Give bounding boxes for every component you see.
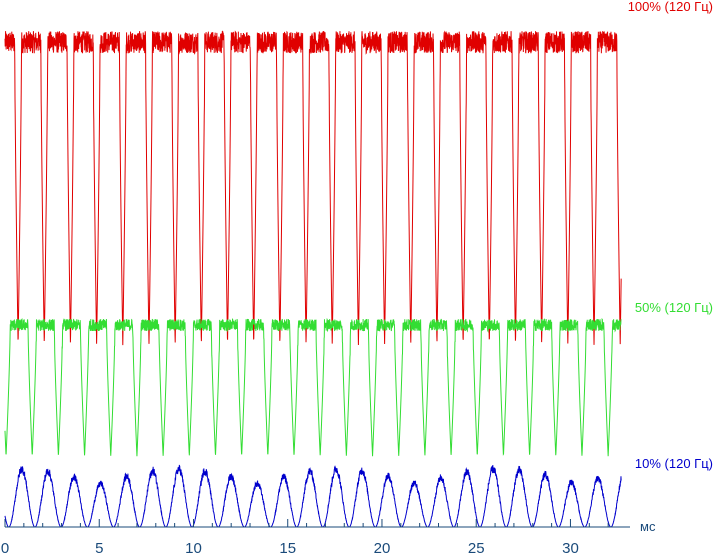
series-group: [4, 30, 622, 528]
x-unit-label: мс: [640, 519, 656, 534]
x-tick-label: 15: [279, 540, 296, 555]
series-line-2: [4, 317, 622, 457]
series-line-1: [4, 30, 622, 346]
series-label-3: 10% (120 Гц): [635, 456, 713, 471]
x-axis-ticks: 0 5 10 15 20 25 30: [1, 519, 609, 555]
x-tick-label: 10: [185, 540, 202, 555]
x-tick-label: 5: [95, 540, 103, 555]
x-tick-label: 30: [562, 540, 579, 555]
series-line-3: [4, 464, 622, 528]
series-label-1: 100% (120 Гц): [628, 0, 713, 14]
x-tick-label: 25: [468, 540, 485, 555]
x-tick-label: 20: [374, 540, 391, 555]
series-label-2: 50% (120 Гц): [635, 300, 713, 315]
x-tick-label: 0: [1, 540, 9, 555]
series-labels: 100% (120 Гц) 50% (120 Гц) 10% (120 Гц): [628, 0, 713, 471]
